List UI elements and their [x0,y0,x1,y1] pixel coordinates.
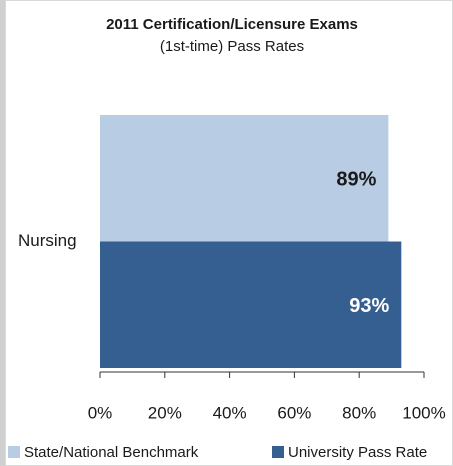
x-tick-label: 60% [277,403,311,422]
value-label: 89% [336,169,376,191]
x-tick-label: 40% [213,403,247,422]
bar [100,241,402,368]
x-tick-label: 80% [342,403,376,422]
legend-swatch [272,446,284,458]
left-border [0,0,5,466]
legend-label: State/National Benchmark [24,444,199,461]
x-tick-label: 100% [402,403,445,422]
value-label: 93% [349,295,389,317]
y-tick-label: Nursing [18,231,77,250]
chart-title: 2011 Certification/Licensure Exams [106,16,358,33]
x-tick-label: 0% [88,403,113,422]
bar [100,115,389,242]
chart-subtitle: (1st-time) Pass Rates [160,38,304,55]
x-tick-label: 20% [148,403,182,422]
legend-swatch [8,446,20,458]
legend-label: University Pass Rate [288,444,427,461]
